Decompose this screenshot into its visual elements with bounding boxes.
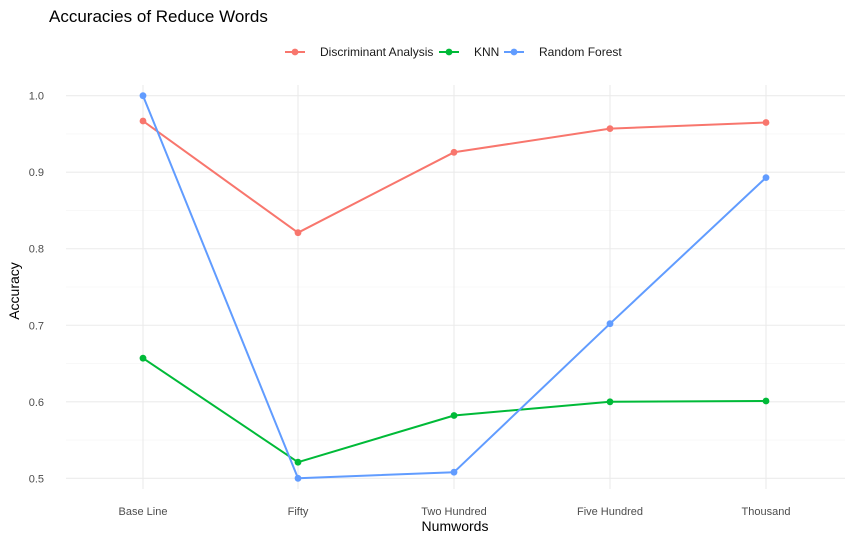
legend-item: Discriminant Analysis <box>285 45 433 59</box>
legend-item: Random Forest <box>504 45 622 59</box>
y-tick-label: 0.6 <box>29 397 44 409</box>
x-tick-label: Thousand <box>742 506 791 518</box>
y-axis-title: Accuracy <box>6 262 22 320</box>
x-tick-label: Fifty <box>288 506 309 518</box>
grid <box>66 85 845 489</box>
x-axis-title: Numwords <box>422 518 489 534</box>
data-point <box>294 474 302 482</box>
x-tick-label: Base Line <box>119 506 168 518</box>
legend-label: Random Forest <box>539 45 622 59</box>
data-point <box>294 229 302 237</box>
data-point <box>762 119 770 126</box>
data-point <box>606 398 614 406</box>
y-tick-label: 0.8 <box>29 244 44 256</box>
x-tick-label: Five Hundred <box>577 506 643 518</box>
legend-item: KNN <box>439 45 499 59</box>
data-point <box>762 397 770 405</box>
data-point <box>139 92 147 100</box>
y-tick-label: 0.5 <box>29 473 44 485</box>
data-point <box>139 354 147 362</box>
series-layer <box>139 92 770 482</box>
x-tick-labels: Base Line Fifty Two Hundred Five Hundred Tho… <box>119 506 791 518</box>
legend-key-point <box>291 48 299 56</box>
chart-title: Accuracies of Reduce Words <box>49 7 268 26</box>
legend-label: KNN <box>474 45 499 59</box>
legend: Discriminant Analysis KNN Random Forest <box>285 45 622 59</box>
data-point <box>762 174 770 182</box>
x-tick-label: Two Hundred <box>421 506 486 518</box>
y-tick-labels: 0.5 0.6 0.7 0.8 0.9 1.0 <box>29 91 44 486</box>
data-point <box>139 117 147 125</box>
legend-key-point <box>510 48 518 56</box>
data-point <box>294 458 302 466</box>
legend-key-point <box>445 48 453 56</box>
y-tick-label: 0.9 <box>29 167 44 179</box>
y-tick-label: 1.0 <box>29 91 44 103</box>
y-tick-label: 0.7 <box>29 320 44 332</box>
data-point <box>450 148 458 156</box>
data-point <box>450 412 458 419</box>
data-point <box>606 125 614 132</box>
data-point <box>606 320 614 328</box>
data-point <box>450 468 458 476</box>
legend-label: Discriminant Analysis <box>320 45 433 59</box>
